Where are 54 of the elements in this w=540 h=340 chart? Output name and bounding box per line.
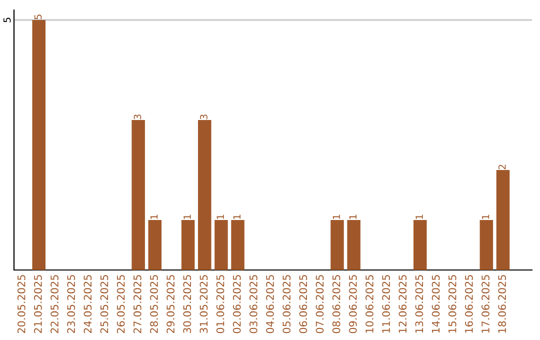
x-tick-label: 10.06.2025 <box>366 275 374 333</box>
bar <box>231 220 244 270</box>
x-tick-label: 27.05.2025 <box>133 275 142 334</box>
x-tick-label: 09.06.2025 <box>348 275 357 334</box>
x-tick-label: 06.06.2025 <box>299 275 308 334</box>
data-label: 2 <box>498 164 506 170</box>
x-tick-label: 15.06.2025 <box>448 275 456 333</box>
x-tick-label: 23.05.2025 <box>67 275 76 334</box>
bar <box>480 220 494 270</box>
x-tick-label: 16.06.2025 <box>464 275 473 333</box>
x-tick-label: 03.06.2025 <box>249 275 258 334</box>
bar <box>330 220 344 270</box>
bar <box>214 220 228 270</box>
x-tick-label: 13.06.2025 <box>415 275 424 333</box>
x-tick-label: 29.05.2025 <box>166 275 174 334</box>
x-tick-label: 25.05.2025 <box>100 275 108 334</box>
x-tick-label: 07.06.2025 <box>316 275 324 334</box>
bar <box>32 20 46 270</box>
data-label: 1 <box>416 214 423 219</box>
bar <box>496 170 510 270</box>
x-tick-label: 31.05.2025 <box>200 275 208 334</box>
x-tick-label: 26.05.2025 <box>116 275 125 334</box>
data-label: 1 <box>349 214 356 219</box>
x-tick-label: 24.05.2025 <box>84 275 92 334</box>
x-tick-label: 17.06.2025 <box>482 275 490 333</box>
data-label: 3 <box>200 114 208 120</box>
x-tick-label: 14.06.2025 <box>432 275 440 333</box>
x-tick-label: 08.06.2025 <box>332 275 340 334</box>
x-tick-label: 21.05.2025 <box>34 275 42 334</box>
x-tick-label: 22.05.2025 <box>50 275 58 334</box>
bar <box>198 120 212 270</box>
bar <box>347 220 360 270</box>
bar <box>413 220 427 270</box>
x-tick-label: 12.06.2025 <box>398 275 407 333</box>
x-tick-label: 01.06.2025 <box>216 275 224 334</box>
x-tick-label: 28.05.2025 <box>150 275 158 334</box>
x-tick-label: 02.06.2025 <box>232 275 241 334</box>
data-label: 3 <box>134 114 142 120</box>
x-tick-label: 04.06.2025 <box>266 275 274 334</box>
x-tick-label: 30.05.2025 <box>183 275 192 334</box>
bar <box>181 220 195 270</box>
x-tick-label: 05.06.2025 <box>282 275 291 334</box>
x-tick-label: 20.05.2025 <box>17 275 26 334</box>
x-tick-label: 11.06.2025 <box>382 275 390 333</box>
data-label: 1 <box>216 214 224 219</box>
bar <box>148 220 162 270</box>
x-tick-label: 18.06.2025 <box>498 275 506 333</box>
bar <box>132 120 145 270</box>
data-label: 1 <box>184 214 191 219</box>
data-label: 1 <box>150 214 158 219</box>
data-label: 1 <box>233 214 240 219</box>
data-label: 5 <box>34 14 42 20</box>
data-label: 1 <box>332 214 340 219</box>
data-label: 1 <box>482 214 490 219</box>
